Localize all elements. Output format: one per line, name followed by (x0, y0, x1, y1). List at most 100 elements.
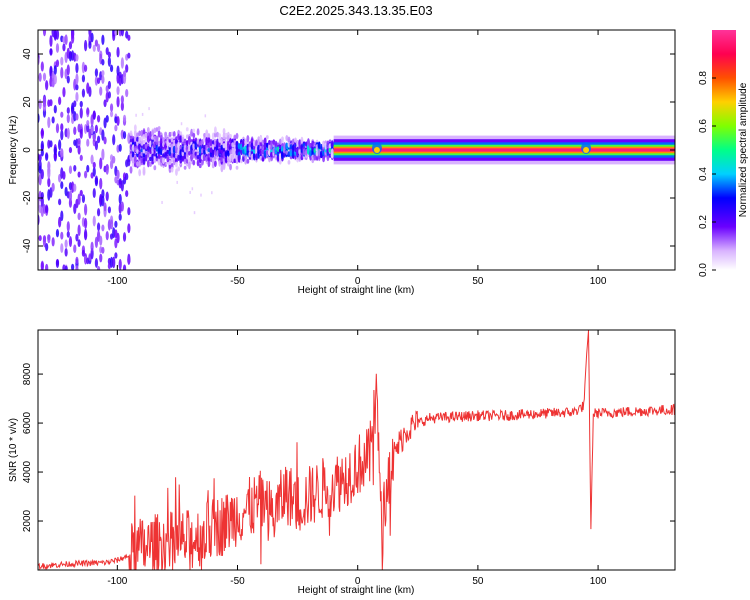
spectrogram-cell (196, 160, 200, 167)
spectrogram-cell (216, 131, 219, 138)
spectrogram-cell (133, 129, 137, 138)
spectrogram-cell (60, 67, 64, 79)
spectrogram-cell (170, 143, 174, 152)
spectrogram-cell (192, 159, 196, 166)
spectrogram-cell (149, 140, 152, 148)
spectrogram-cell (289, 144, 293, 150)
spectrogram-cell (287, 141, 291, 148)
spectrogram-cell (77, 224, 81, 237)
spectrogram-cell (164, 131, 168, 136)
spectrogram-cell (92, 133, 96, 141)
spectrogram-cell (79, 107, 83, 119)
spectrogram-cell (68, 165, 73, 175)
spectrogram-cell (257, 146, 261, 152)
spectrogram-cell (68, 190, 73, 203)
spectrogram-cell (116, 65, 120, 76)
spectrogram-cell (265, 150, 269, 155)
spectrogram-cell (205, 156, 209, 163)
spectrogram-cell (146, 159, 150, 168)
spectrogram-cell (79, 100, 83, 108)
spectrogram-cell (261, 157, 265, 162)
spectrogram-cell (92, 215, 96, 227)
spectrogram-cell (101, 195, 105, 207)
spectrogram-cell (62, 170, 66, 180)
spectrogram-cell (66, 64, 70, 76)
spectrogram-cell (92, 166, 96, 177)
spectrogram-cell (55, 30, 60, 40)
spectrogram-cell (142, 149, 146, 154)
spectrogram-cell (118, 193, 122, 205)
spectrogram-cell (294, 137, 297, 143)
spectrogram-cell (60, 123, 64, 131)
spectrogram-cell (116, 232, 120, 244)
spectrogram-cell (192, 132, 196, 139)
spectrogram-cell (66, 107, 70, 114)
spectrogram-cell (224, 157, 228, 163)
spectrogram-cell (129, 166, 133, 174)
spectrogram-cell (177, 154, 181, 161)
spectrogram-cell (92, 44, 96, 52)
spectrogram-cell (298, 153, 302, 162)
spectrogram-cell (320, 144, 323, 151)
spectrogram-cell (94, 68, 99, 77)
spectrogram-cell (261, 149, 265, 155)
spectrogram-cell (298, 144, 302, 150)
spectrogram-cell (92, 161, 96, 169)
spectrogram-cell (47, 234, 51, 244)
spectrogram-cell (86, 138, 90, 147)
spectrogram-cell (222, 132, 226, 140)
spectrogram-cell (96, 115, 101, 123)
spectrogram-cell (300, 136, 304, 144)
spectrogram-cell (118, 143, 122, 152)
spectrogram-cell (179, 131, 183, 137)
spectrogram-cell (157, 126, 161, 131)
spectrogram-cell (127, 52, 131, 59)
spectrogram-cell (233, 134, 237, 139)
spectrogram-cell (320, 150, 323, 159)
spectrogram-cell (114, 30, 118, 36)
spectrogram-cell (259, 148, 263, 155)
spectrogram-cell (211, 191, 213, 195)
spectrogram-cell (246, 158, 250, 164)
spectrogram-cell (207, 142, 211, 148)
spectrogram-cell (60, 231, 64, 240)
spectrogram-cell (213, 126, 217, 134)
spectrogram-cell (181, 155, 185, 161)
spectrogram-cell (185, 134, 189, 139)
spectrogram-cell (283, 142, 287, 151)
spectrogram-cell (231, 154, 235, 163)
spectrogram-cell (229, 163, 232, 171)
y-tick-label: 6000 (22, 412, 33, 435)
snr-x-label: Height of straight line (km) (298, 585, 415, 596)
spectrogram-cell (255, 153, 258, 161)
spectrogram-cell (125, 172, 129, 181)
spectrogram-cell (317, 149, 321, 157)
spectrogram-cell (220, 138, 224, 146)
spectrogram-cell (40, 196, 44, 209)
spectrogram-cell (151, 129, 155, 138)
spectrogram-cell (40, 261, 44, 270)
figure-title: C2E2.2025.343.13.35.E03 (279, 3, 432, 18)
spectrogram-cell (309, 143, 312, 149)
spectrogram-cell (211, 163, 215, 169)
spectrogram-cell (161, 200, 163, 204)
spectrogram-cell (307, 138, 310, 146)
spectrogram-cell (207, 137, 211, 144)
spectrogram-cell (114, 124, 118, 132)
spectrogram-cell (120, 101, 124, 112)
spectrogram-cell (99, 177, 103, 190)
spectrogram-cell (94, 39, 99, 47)
spectrogram-cell (224, 145, 228, 153)
spectrogram-cell (168, 159, 172, 166)
spectrogram-cell (259, 140, 263, 148)
spectrogram-cell (291, 144, 295, 151)
spectrogram-cell (216, 150, 219, 158)
spectrogram-cell (250, 138, 254, 144)
spectrogram-cell (38, 99, 42, 110)
spectrogram-cell (73, 183, 77, 192)
spectrogram-cell (276, 155, 280, 162)
spectrogram-cell (261, 139, 265, 145)
spectrogram-cell (53, 104, 57, 114)
spectrogram-cell (193, 211, 196, 215)
